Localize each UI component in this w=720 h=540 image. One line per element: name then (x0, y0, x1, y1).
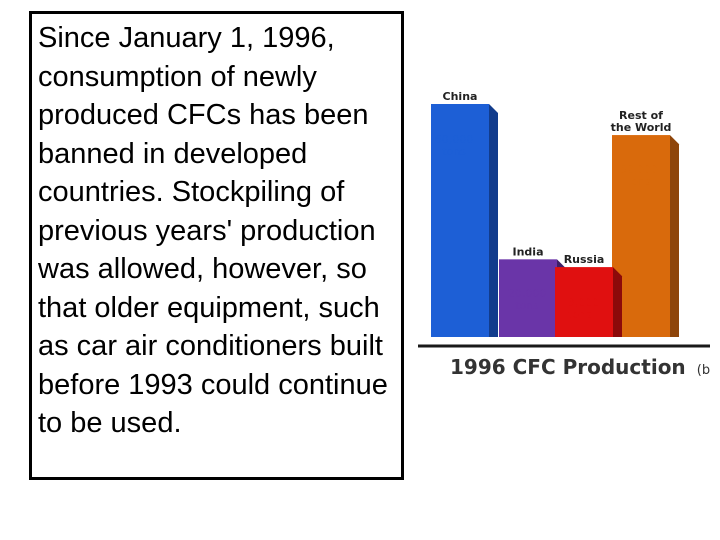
bar-china (431, 104, 489, 337)
bar-side-rest-of-the-world (670, 135, 679, 337)
description-paragraph: Since January 1, 1996, consumption of ne… (38, 22, 388, 439)
bar-russia (555, 267, 613, 337)
bar-side-russia (613, 267, 622, 337)
value-label-line: 52,000 (620, 163, 659, 176)
value-label-russia: 18,000 tons (561, 296, 600, 321)
category-label-india: India (513, 245, 544, 258)
chart-title-suffix: (by tons) (697, 363, 710, 378)
category-label-line: Rest of (619, 109, 663, 122)
chart-title-main: 1996 CFC Production (450, 355, 686, 379)
category-label-line: the World (611, 121, 672, 134)
category-label-line: China (443, 90, 478, 103)
category-label-line: India (513, 245, 544, 258)
description-text-box: Since January 1, 1996, consumption of ne… (29, 11, 404, 480)
value-label-china: 60,000 tons (435, 133, 474, 158)
category-label-russia: Russia (564, 253, 605, 266)
bar-india (499, 259, 557, 337)
category-label-china: China (443, 90, 478, 103)
value-label-line: tons (568, 308, 592, 321)
value-label-line: 60,000 (435, 133, 474, 146)
value-label-line: tons (515, 299, 539, 312)
value-label-rest-of-the-world: 52,000 tons (620, 163, 659, 188)
category-label-line: Russia (564, 253, 605, 266)
value-label-line: 18,000 (561, 296, 600, 309)
bars-layer (431, 104, 679, 337)
category-label-rest-of-the-world: Rest of the World (611, 109, 672, 134)
value-label-line: 20,000 (508, 287, 547, 300)
value-label-line: tons (627, 175, 651, 188)
bar-side-china (489, 104, 498, 337)
chart-title: 1996 CFC Production (by tons) (450, 355, 710, 379)
cfc-production-chart: China India Russia Rest of the World 60,000 to… (418, 72, 710, 390)
value-label-line: tons (442, 145, 466, 158)
value-label-india: 20,000 tons (508, 287, 547, 312)
